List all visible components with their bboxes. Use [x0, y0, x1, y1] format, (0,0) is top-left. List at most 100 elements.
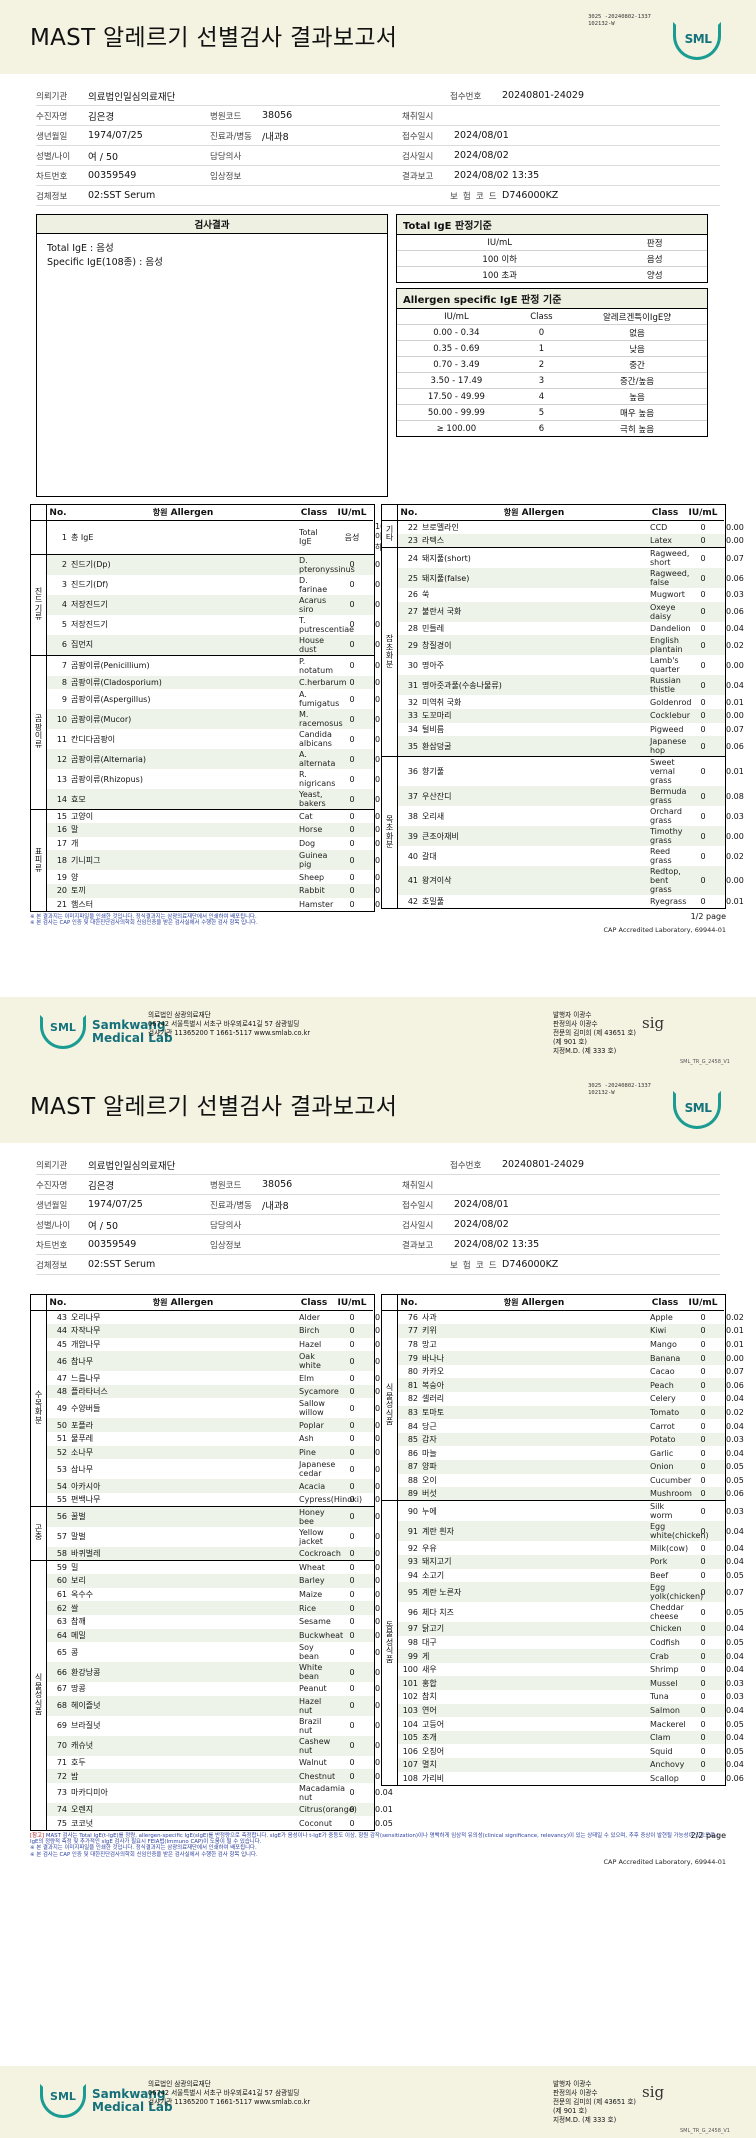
- allergen-iu-value: 0.07: [373, 575, 393, 595]
- allergen-class: 0: [349, 1464, 355, 1474]
- allergen-name-kr: 메밀: [69, 1628, 297, 1643]
- iu-header: IU/mL: [331, 1294, 373, 1311]
- row-number: 28: [407, 624, 418, 634]
- row-number: 35: [397, 736, 420, 757]
- table-row: 48플라타너스Sycamore00.01: [31, 1384, 393, 1399]
- allergen-name-kr: 햄스터: [71, 899, 94, 909]
- allergen-name-en: Celery: [650, 1394, 676, 1404]
- row-number: 100: [402, 1665, 418, 1675]
- field-value: 1974/07/25: [88, 130, 143, 141]
- allergen-name-kr: 저장진드기: [71, 620, 108, 629]
- allergen-name-kr: 마늘: [422, 1448, 437, 1458]
- criteria-row: 100 이하 음성: [397, 250, 707, 267]
- allergen-class: 0: [700, 724, 706, 734]
- allergen-name-kr: 바나나: [420, 1351, 648, 1365]
- no-header: No.: [46, 504, 69, 521]
- table-row: 80 카카오 Cacao 0 0.07: [382, 1365, 744, 1379]
- allergen-iu-value: 0.04: [724, 1730, 744, 1745]
- allergen-class: 0: [700, 1339, 706, 1349]
- row-number: 62: [46, 1601, 69, 1615]
- allergen-name-en: English plantain: [648, 635, 683, 656]
- criteria-cell: 높음: [567, 388, 707, 405]
- table-row: 77 키위 Kiwi 0 0.01: [382, 1324, 744, 1338]
- allergen-class: 0: [682, 736, 724, 757]
- allergen-iu-value: 0.01: [373, 675, 393, 690]
- row-number: 29: [397, 635, 420, 656]
- allergen-name-en: Egg white(chicken): [648, 1521, 709, 1542]
- table-row: 75 코코넛 Coconut 0 0.05: [31, 1816, 393, 1830]
- allergen-iu-value: 0.05: [726, 1746, 744, 1756]
- table-row: 47 느릅나무 Elm 0 0.04: [31, 1371, 393, 1385]
- allergen-name-en: House dust: [297, 634, 331, 655]
- table-row: 52소나무Pine00.00: [31, 1445, 393, 1460]
- allergen-class: 0: [700, 1773, 706, 1783]
- allergen-name-en: Orchard grass: [650, 807, 683, 826]
- iu-header: IU/mL: [682, 504, 724, 521]
- allergen-name-kr: 곰팡이류(Rhizopus): [71, 774, 143, 784]
- iu-header: IU/mL: [331, 504, 373, 521]
- allergen-table-left: No. 항원 Allergen Class IU/mL 수 목 화 분 43 오리나무 Alder 0…: [30, 1294, 393, 1831]
- allergen-class: 0: [700, 1367, 706, 1377]
- criteria-table: IU/mL 판정 100 이하 음성 100 초과 양성: [397, 235, 707, 282]
- allergen-iu-value: 0.00: [373, 850, 393, 871]
- field-value: 38056: [262, 110, 293, 121]
- allergen-iu-value: 0.05: [726, 1607, 744, 1617]
- allergen-name-kr: 쌀: [69, 1601, 297, 1615]
- allergen-name-kr: 민들레: [422, 624, 445, 634]
- allergen-name-kr: 계란 흰자: [420, 1521, 648, 1542]
- table-row: 86 마늘 Garlic 0 0.04: [382, 1446, 744, 1460]
- criteria-cell: 100 이하: [397, 250, 603, 267]
- allergen-name-kr: 효모: [69, 789, 297, 810]
- allergen-name-en: Dog: [299, 839, 316, 849]
- row-number: 84: [407, 1421, 418, 1431]
- criteria-header-cell: 알레르겐특이IgE양: [567, 309, 707, 325]
- row-number: 58: [46, 1546, 69, 1561]
- allergen-name-en: Cucumber: [650, 1475, 692, 1485]
- allergen-iu-value: 0.02: [373, 883, 393, 898]
- allergen-class: 0: [331, 1324, 373, 1338]
- allergen-iu-value: 0.06: [724, 568, 744, 589]
- insurance-code-value: D746000KZ: [502, 190, 559, 201]
- group-header: [381, 504, 398, 521]
- row-number: 47: [56, 1373, 67, 1383]
- allergen-name-en: Hamster: [299, 899, 334, 909]
- field-label: 수진자명: [36, 1180, 68, 1191]
- table-row: 35 환삼덩굴 Japanese hop 0 0.06: [382, 736, 744, 757]
- allergen-iu-value: 0.07: [724, 1582, 744, 1603]
- allergen-name-kr: 키위: [420, 1324, 648, 1338]
- allergen-name-en: Bermuda grass: [648, 786, 687, 807]
- field-value: 2024/08/01: [454, 1199, 509, 1210]
- allergen-class: 0: [349, 774, 355, 784]
- allergen-name-en: Mackerel: [650, 1719, 686, 1729]
- allergen-class: 0: [349, 839, 355, 849]
- patient-info-row: 생년월일 1974/07/25 진료과/병동 /내과8 접수일시 2024/08…: [36, 1195, 720, 1215]
- allergen-class: 0: [331, 823, 373, 837]
- row-number: 95: [397, 1582, 420, 1603]
- specific-ige-criteria-box: Allergen specific IgE 판정 기준 IU/mL Class 알레…: [396, 288, 708, 437]
- sml-logo-icon: SML: [670, 1089, 726, 1131]
- patient-info-row: 의뢰기관 의료법인일심의료재단 접수번호 20240801-24029: [36, 1155, 720, 1175]
- allergen-iu-value: 0.00: [726, 522, 744, 532]
- table-row: 29 창질경이 English plantain 0 0.02: [382, 635, 744, 656]
- row-number: 16: [46, 823, 69, 837]
- allergen-iu-value: 0.00: [724, 866, 744, 896]
- allergen-iu-value: 0.04: [726, 624, 744, 634]
- allergen-iu-value: 0.07: [726, 724, 744, 734]
- table-row: 64메밀Buckwheat00.02: [31, 1628, 393, 1643]
- allergen-name-kr: 새우: [422, 1665, 437, 1675]
- allergen-name-en: Cocklebur: [648, 708, 690, 723]
- allergen-iu-value: 0.04: [726, 1421, 744, 1431]
- row-number: 101: [397, 1676, 420, 1691]
- table-row: 27 불란서 국화 Oxeye daisy 0 0.06: [382, 601, 744, 622]
- criteria-cell: 낮음: [567, 340, 707, 357]
- allergen-name-en: Mango: [650, 1339, 677, 1349]
- allergen-class: 0: [700, 1475, 706, 1485]
- row-number: 11: [56, 734, 67, 744]
- allergen-name-kr: 수양버들: [71, 1403, 101, 1413]
- row-number: 81: [397, 1378, 420, 1393]
- allergen-name-kr: 자작나무: [69, 1324, 297, 1338]
- iu-header: IU/mL: [682, 1294, 724, 1311]
- patient-info-row: 검체정보 02:SST Serum 보 험 코 드 D746000KZ: [36, 1255, 720, 1275]
